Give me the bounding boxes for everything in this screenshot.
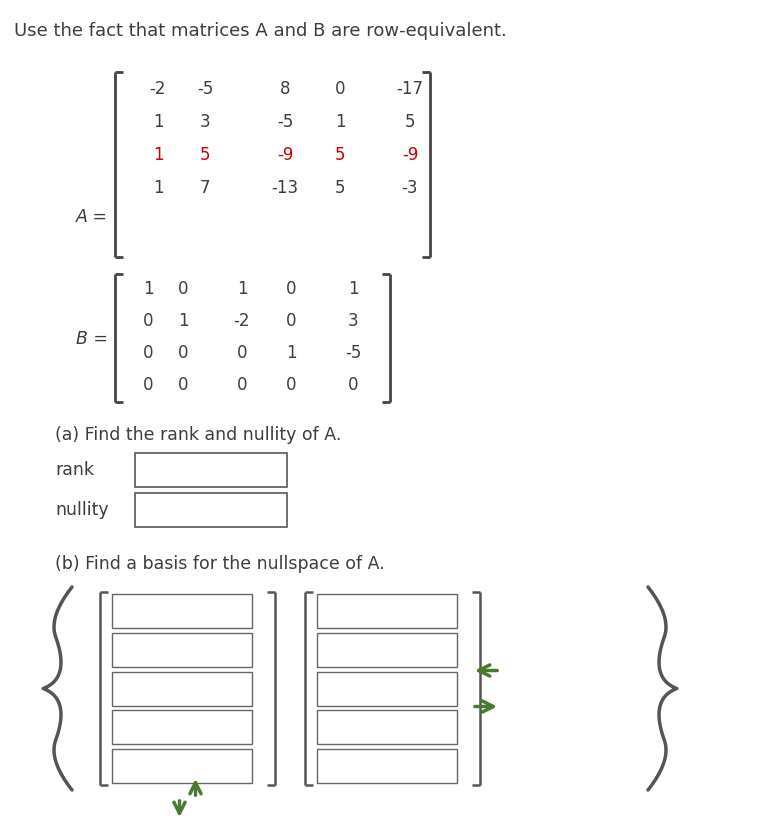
Text: 3: 3 xyxy=(347,312,358,330)
Bar xyxy=(317,594,457,628)
Bar xyxy=(112,671,252,706)
Text: 1: 1 xyxy=(153,146,163,164)
Text: 0: 0 xyxy=(143,376,153,394)
Text: B =: B = xyxy=(76,330,108,348)
Text: Use the fact that matrices A and B are row-equivalent.: Use the fact that matrices A and B are r… xyxy=(14,22,507,40)
Bar xyxy=(317,749,457,783)
Text: 0: 0 xyxy=(286,376,296,394)
Bar xyxy=(135,453,287,487)
Text: -5: -5 xyxy=(345,344,361,362)
Text: 1: 1 xyxy=(347,280,358,298)
Text: 1: 1 xyxy=(153,113,163,131)
Text: -13: -13 xyxy=(271,179,298,197)
Text: 8: 8 xyxy=(280,80,291,98)
Text: 1: 1 xyxy=(153,179,163,197)
Text: 5: 5 xyxy=(405,113,415,131)
Text: 0: 0 xyxy=(178,280,188,298)
Text: -2: -2 xyxy=(150,80,166,98)
Text: -9: -9 xyxy=(402,146,418,164)
Text: 1: 1 xyxy=(237,280,247,298)
Text: 1: 1 xyxy=(178,312,188,330)
Text: 0: 0 xyxy=(286,280,296,298)
Text: 0: 0 xyxy=(286,312,296,330)
Text: -9: -9 xyxy=(277,146,293,164)
Text: 5: 5 xyxy=(335,146,345,164)
Text: 7: 7 xyxy=(200,179,211,197)
Text: rank: rank xyxy=(55,461,94,479)
Bar xyxy=(112,633,252,667)
Text: -3: -3 xyxy=(402,179,418,197)
Text: 0: 0 xyxy=(178,344,188,362)
Text: 5: 5 xyxy=(335,179,345,197)
Text: 1: 1 xyxy=(286,344,296,362)
Text: -5: -5 xyxy=(277,113,293,131)
Text: -5: -5 xyxy=(197,80,213,98)
Text: 3: 3 xyxy=(200,113,211,131)
Text: 0: 0 xyxy=(237,376,247,394)
Bar xyxy=(112,710,252,744)
Bar xyxy=(112,749,252,783)
Text: 0: 0 xyxy=(348,376,358,394)
Bar xyxy=(135,493,287,527)
Text: 1: 1 xyxy=(143,280,153,298)
Text: 0: 0 xyxy=(143,344,153,362)
Bar xyxy=(112,594,252,628)
Bar xyxy=(317,633,457,667)
Text: 5: 5 xyxy=(200,146,211,164)
Text: A =: A = xyxy=(76,208,108,226)
Text: -17: -17 xyxy=(396,80,423,98)
Text: 0: 0 xyxy=(237,344,247,362)
Bar xyxy=(317,710,457,744)
Text: -2: -2 xyxy=(234,312,250,330)
Text: 0: 0 xyxy=(178,376,188,394)
Text: (b) Find a basis for the nullspace of A.: (b) Find a basis for the nullspace of A. xyxy=(55,555,385,573)
Text: 1: 1 xyxy=(335,113,345,131)
Text: 0: 0 xyxy=(335,80,345,98)
Text: nullity: nullity xyxy=(55,501,109,519)
Text: (a) Find the rank and nullity of A.: (a) Find the rank and nullity of A. xyxy=(55,426,341,444)
Bar xyxy=(317,671,457,706)
Text: 0: 0 xyxy=(143,312,153,330)
